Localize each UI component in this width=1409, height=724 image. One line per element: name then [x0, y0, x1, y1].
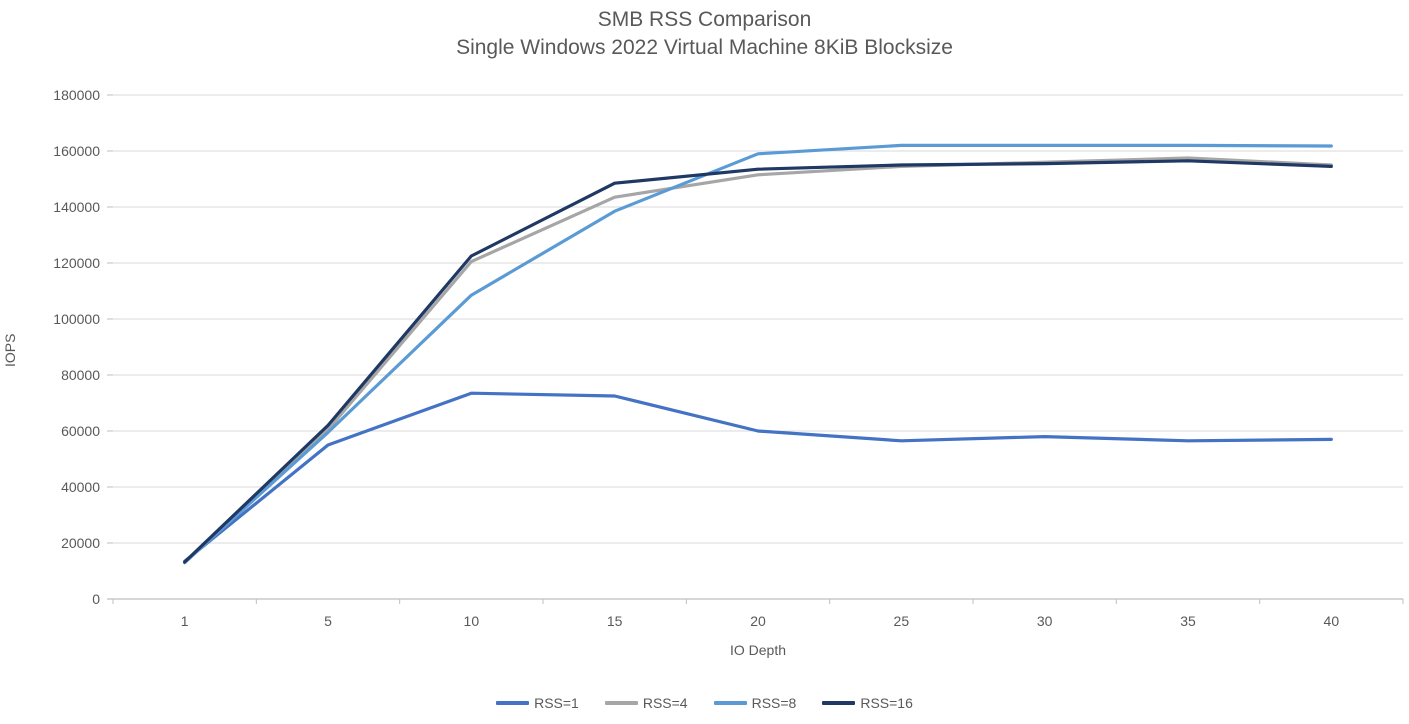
y-tick-label: 180000: [53, 87, 100, 103]
y-tick-label: 100000: [53, 311, 100, 327]
x-axis-title: IO Depth: [729, 642, 787, 658]
legend-label-rss1: RSS=1: [534, 695, 579, 711]
y-tick-label: 140000: [53, 199, 100, 215]
series-line-rss-4: [183, 156, 1333, 565]
legend-swatch-rss1: [496, 701, 530, 705]
legend-label-rss8: RSS=8: [751, 695, 797, 711]
x-tick-label: 40: [1324, 613, 1340, 629]
legend-swatch-rss4: [604, 701, 638, 705]
chart-title-block: SMB RSS Comparison Single Windows 2022 V…: [0, 6, 1409, 62]
y-tick-label: 80000: [61, 367, 100, 383]
x-tick-label: 5: [324, 613, 332, 629]
x-tick-label: 30: [1037, 613, 1053, 629]
x-tick-label: 35: [1180, 613, 1196, 629]
x-tick-label: 25: [894, 613, 910, 629]
x-tick-label: 10: [464, 613, 480, 629]
legend-swatch-rss8: [713, 701, 747, 705]
legend-label-rss16: RSS=16: [860, 695, 913, 711]
x-tick-label: 20: [750, 613, 766, 629]
legend-label-rss4: RSS=4: [642, 695, 688, 711]
x-tick-label: 1: [181, 613, 189, 629]
legend-item-rss8: RSS=8: [713, 695, 797, 711]
chart-subtitle: Single Windows 2022 Virtual Machine 8KiB…: [456, 36, 953, 59]
y-tick-label: 20000: [61, 535, 100, 551]
y-tick-label: 40000: [61, 479, 100, 495]
series-line-rss-8: [183, 143, 1333, 565]
y-tick-label: 0: [92, 591, 100, 607]
legend-swatch-rss16: [822, 701, 856, 705]
series-line-rss-16: [183, 159, 1333, 564]
legend-item-rss1: RSS=1: [496, 695, 579, 711]
legend-item-rss4: RSS=4: [604, 695, 688, 711]
chart-title: SMB RSS Comparison: [597, 8, 812, 31]
legend-item-rss16: RSS=16: [822, 695, 913, 711]
y-tick-label: 160000: [53, 143, 100, 159]
series-line-rss-1: [183, 391, 1333, 563]
y-tick-label: 60000: [61, 423, 100, 439]
y-tick-label: 120000: [53, 255, 100, 271]
x-tick-label: 15: [607, 613, 623, 629]
legend: RSS=1 RSS=4 RSS=8 RSS=16: [0, 695, 1409, 711]
